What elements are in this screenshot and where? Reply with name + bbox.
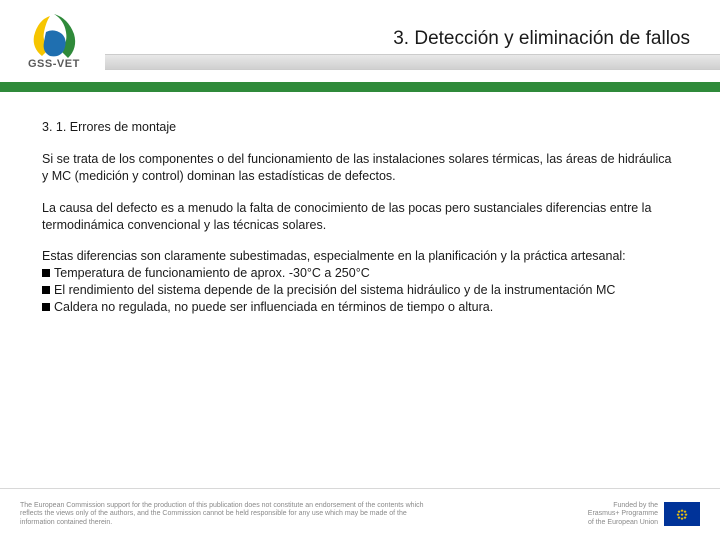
bullet-text: Temperatura de funcionamiento de aprox. … [54,266,370,280]
paragraph-1: Si se trata de los componentes o del fun… [42,151,678,185]
funder-line: Funded by the [613,502,658,509]
paragraph-3: Estas diferencias son claramente subesti… [42,248,678,316]
section-subtitle: 3. 1. Errores de montaje [42,119,678,136]
header-gradient-bar [105,54,720,70]
paragraph-2: La causa del defecto es a menudo la falt… [42,200,678,234]
bullet-item: El rendimiento del sistema depende de la… [42,282,678,299]
paragraph-3-intro: Estas diferencias son claramente subesti… [42,249,626,263]
slide-header: GSS-VET 3. Detección y eliminación de fa… [0,0,720,95]
funder-line: of the European Union [588,519,658,526]
funder-line: Erasmus+ Programme [588,510,658,517]
bullet-item: Caldera no regulada, no puede ser influe… [42,299,678,316]
funder-text: Funded by the Erasmus+ Programme of the … [588,502,658,526]
square-bullet-icon [42,269,50,277]
bullet-text: El rendimiento del sistema depende de la… [54,283,615,297]
header-green-bar [0,82,720,92]
square-bullet-icon [42,303,50,311]
slide-footer: The European Commission support for the … [0,488,720,540]
square-bullet-icon [42,286,50,294]
bullet-item: Temperatura de funcionamiento de aprox. … [42,265,678,282]
eu-flag-icon [664,502,700,526]
gss-vet-logo [20,8,100,88]
slide-body: 3. 1. Errores de montaje Si se trata de … [0,95,720,316]
slide-title: 3. Detección y eliminación de fallos [393,28,690,50]
logo-text: GSS-VET [28,58,80,70]
footer-disclaimer: The European Commission support for the … [20,502,440,527]
bullet-text: Caldera no regulada, no puede ser influe… [54,300,493,314]
footer-funder: Funded by the Erasmus+ Programme of the … [588,502,700,526]
